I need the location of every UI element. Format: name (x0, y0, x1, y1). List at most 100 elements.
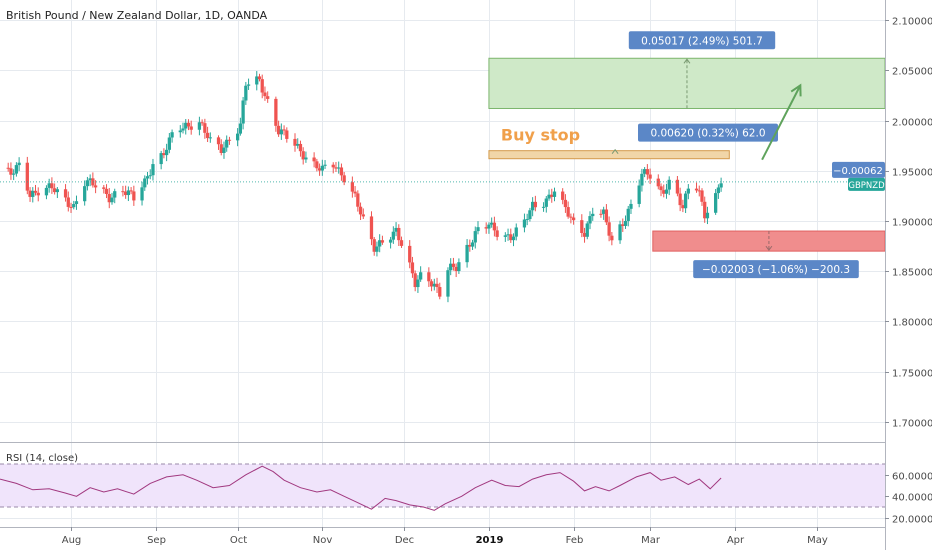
candle-body (225, 139, 229, 148)
candle-body (571, 217, 576, 221)
candle-body (435, 283, 439, 288)
candle-body (580, 220, 584, 234)
price-tick-label: 1.90000 (892, 218, 932, 229)
time-tick-label: Aug (62, 535, 82, 546)
candle-body (457, 262, 461, 272)
candle-body (602, 209, 606, 214)
target-label-box (628, 31, 776, 50)
rsi-tick-label: 40.0000 (892, 493, 932, 504)
candle-body (143, 178, 147, 188)
candle-body (432, 283, 436, 287)
symbol-tag (848, 177, 885, 191)
candle-body (298, 143, 303, 152)
price-tick-label: 2.00000 (892, 118, 932, 129)
candle-body (69, 206, 73, 208)
projection-arrow[interactable] (761, 84, 802, 161)
candle-body (331, 164, 335, 168)
price-tick-label: 1.95000 (892, 168, 932, 179)
candle-body (372, 239, 376, 252)
candle-body (170, 132, 174, 138)
candle-body (74, 201, 79, 205)
rsi-tick-label: 20.0000 (892, 515, 932, 526)
candle-body (31, 190, 35, 197)
candle-body (703, 201, 707, 219)
time-tick-label: Oct (230, 535, 247, 546)
rsi-series[interactable] (0, 465, 722, 511)
candle-body (604, 209, 609, 223)
candle-body (552, 191, 557, 197)
candle-body (686, 188, 690, 194)
candle-body (238, 123, 243, 134)
candle-body (446, 270, 450, 297)
candle-body (140, 187, 144, 201)
target-label[interactable]: 0.05017 (2.49%) 501.7 (628, 31, 776, 50)
target-label-text: 0.05017 (2.49%) 501.7 (641, 35, 763, 47)
entry-zone[interactable] (488, 150, 730, 160)
candle-body (296, 143, 300, 146)
candle-body (260, 79, 264, 93)
time-tick-label: Apr (727, 535, 745, 546)
candle-body (621, 224, 625, 226)
time-tick-label: Feb (566, 535, 584, 546)
price-axis[interactable]: 1.70000 1.75000 1.80000 1.85000 1.90000 1.950… (885, 17, 932, 430)
candle-body (151, 164, 155, 176)
candle-body (566, 207, 570, 217)
candle-body (121, 191, 125, 193)
candle-body (610, 235, 614, 241)
price-tick-label: 2.10000 (892, 17, 932, 28)
candle-body (323, 164, 327, 166)
price-tick-label: 1.85000 (892, 268, 932, 279)
candle-body (25, 162, 29, 191)
candle-body (700, 190, 704, 202)
candle-body (468, 244, 472, 247)
rsi-axis[interactable]: 20.0000 40.0000 60.0000 (885, 472, 932, 526)
candle-body (47, 183, 51, 188)
time-axis[interactable]: Aug Sep Oct Nov Dec 2019 Feb Mar Apr May (62, 527, 828, 546)
entry-label[interactable]: 0.00620 (0.32%) 62.0 (638, 123, 778, 142)
stop-measure-arrow-icon (765, 245, 773, 251)
buy-stop-label: Buy stop (501, 126, 580, 145)
candle-body (102, 187, 106, 189)
candle-body (678, 193, 682, 206)
candle-body (547, 194, 551, 199)
candle-body (36, 192, 40, 196)
candle-body (312, 157, 316, 162)
candle-body (599, 213, 603, 215)
candle-body (528, 210, 532, 220)
candle-body (509, 234, 513, 241)
candle-body (255, 76, 259, 85)
candle-body (675, 179, 680, 194)
candle-body (378, 240, 382, 247)
candle-body (495, 230, 499, 237)
rsi-line (0, 465, 722, 511)
candle-body (514, 227, 518, 237)
candle-body (107, 193, 111, 203)
candle-body (563, 199, 568, 208)
candle-body (208, 137, 212, 139)
candlestick-series[interactable] (0, 71, 885, 303)
candle-body (104, 188, 109, 194)
position-annotations[interactable]: 0.05017 (2.49%) 501.7 0.00620 (0.32%) 62.… (501, 31, 859, 279)
rsi-band-fill (0, 464, 885, 508)
candle-body (484, 227, 488, 229)
stop-label[interactable]: −0.02003 (−1.06%) −200.3 (693, 260, 859, 279)
candle-body (667, 179, 671, 190)
candle-body (550, 194, 554, 197)
candle-body (640, 173, 644, 186)
candle-body (184, 122, 188, 129)
price-tick-label: 1.75000 (892, 369, 932, 380)
time-tick-label: Nov (313, 535, 333, 546)
candle-body (561, 191, 565, 200)
candle-body (200, 122, 204, 124)
candle-body (607, 222, 611, 236)
candle-body (416, 279, 420, 288)
candle-body (350, 182, 354, 192)
candle-body (52, 188, 57, 193)
candle-body (473, 231, 477, 243)
candle-body (159, 153, 163, 165)
candle-body (113, 191, 117, 198)
candle-body (716, 187, 721, 194)
candle-body (203, 123, 207, 133)
price-tick-label: 2.05000 (892, 67, 932, 78)
